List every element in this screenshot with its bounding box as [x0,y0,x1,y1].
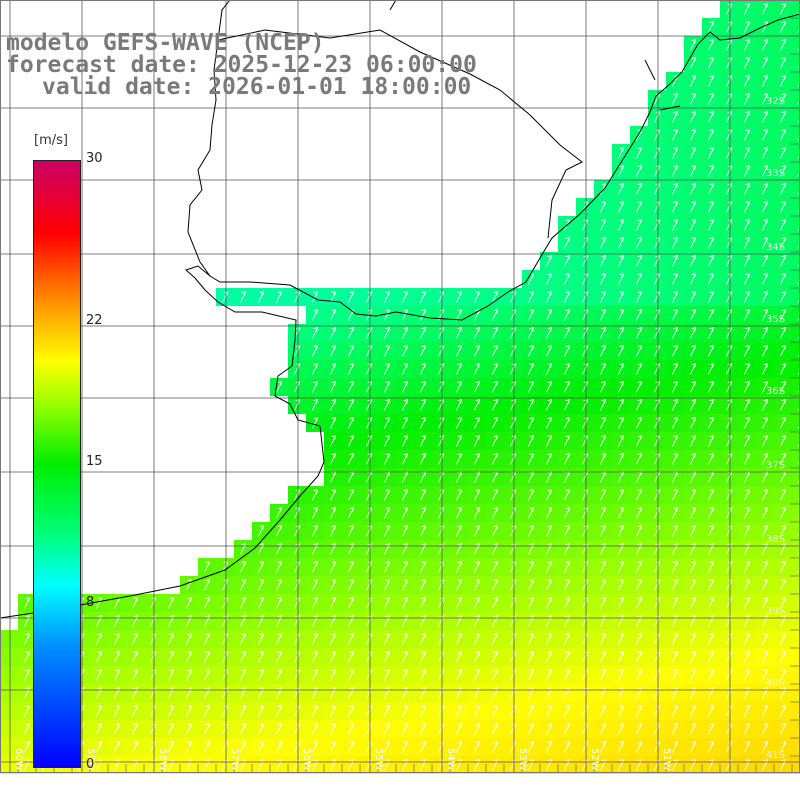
lat-label: 38S [766,534,785,545]
lon-label: 60W [13,748,24,771]
lat-label: 36S [766,386,785,397]
colorbar-tick-label: 15 [86,454,103,469]
lon-label: 51W [661,748,672,771]
lat-label: 34S [766,242,785,253]
coastline [0,13,800,619]
colorbar-tick-label: 22 [86,312,103,328]
lon-label: 54W [445,748,456,771]
lat-label: 37S [766,460,785,471]
lon-label: 56W [301,748,312,771]
lon-label: 59W [85,748,96,771]
colorbar-tick-label: 30 [86,151,103,166]
lat-label: 41S [766,750,785,761]
lon-label: 53W [517,748,528,771]
lat-label: 40S [766,678,785,689]
lat-label: 35S [766,314,785,325]
lat-lon-grid: 32S 33S 34S 35S 36S 37S 38S 39S 40S 41S 60W 59W 58W 5… [0,0,800,772]
lat-label: 32S [766,96,785,107]
river-brazil [389,0,681,111]
wind-speed-field [0,0,800,774]
colorbar-units: [m/s] [34,133,68,148]
valid-date: valid date: 2026-01-01 18:00:00 [42,74,472,100]
model-title: modelo GEFS-WAVE (NCEP) [6,30,325,56]
lat-label: 33S [766,168,785,179]
lat-label: 39S [766,606,785,617]
colorbar-tick-label: 8 [86,595,95,611]
colorbar [33,160,81,768]
forecast-date: forecast date: 2025-12-23 06:00:00 [6,52,477,78]
wind-arrows [24,3,800,771]
lon-label: 52W [589,748,600,771]
lon-label: 57W [229,748,240,771]
border-uruguay-brazil [217,29,583,239]
lon-label: 55W [373,748,384,771]
colorbar-tick-label: 0 [86,757,95,772]
lon-label: 58W [157,748,168,771]
